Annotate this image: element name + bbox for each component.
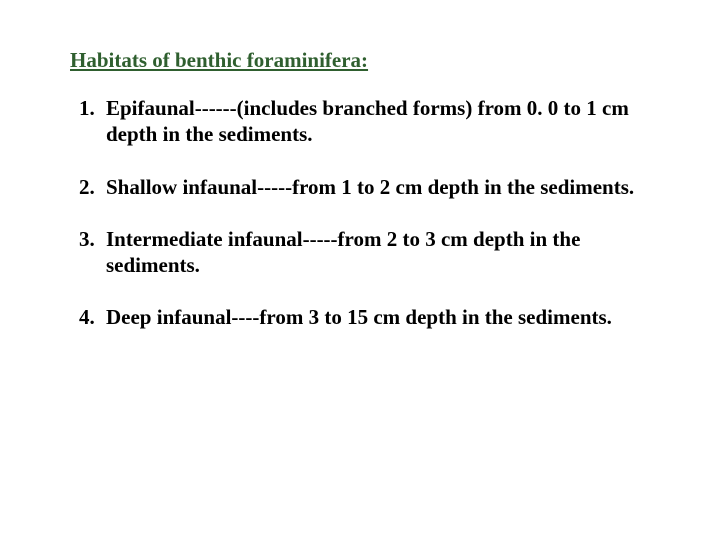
list-item: Intermediate infaunal-----from 2 to 3 cm… xyxy=(100,226,650,279)
slide-heading: Habitats of benthic foraminifera: xyxy=(70,48,650,73)
list-item: Epifaunal------(includes branched forms)… xyxy=(100,95,650,148)
list-item: Shallow infaunal-----from 1 to 2 cm dept… xyxy=(100,174,650,200)
habitat-list: Epifaunal------(includes branched forms)… xyxy=(70,95,650,331)
slide-container: Habitats of benthic foraminifera: Epifau… xyxy=(0,0,720,540)
list-item: Deep infaunal----from 3 to 15 cm depth i… xyxy=(100,304,650,330)
